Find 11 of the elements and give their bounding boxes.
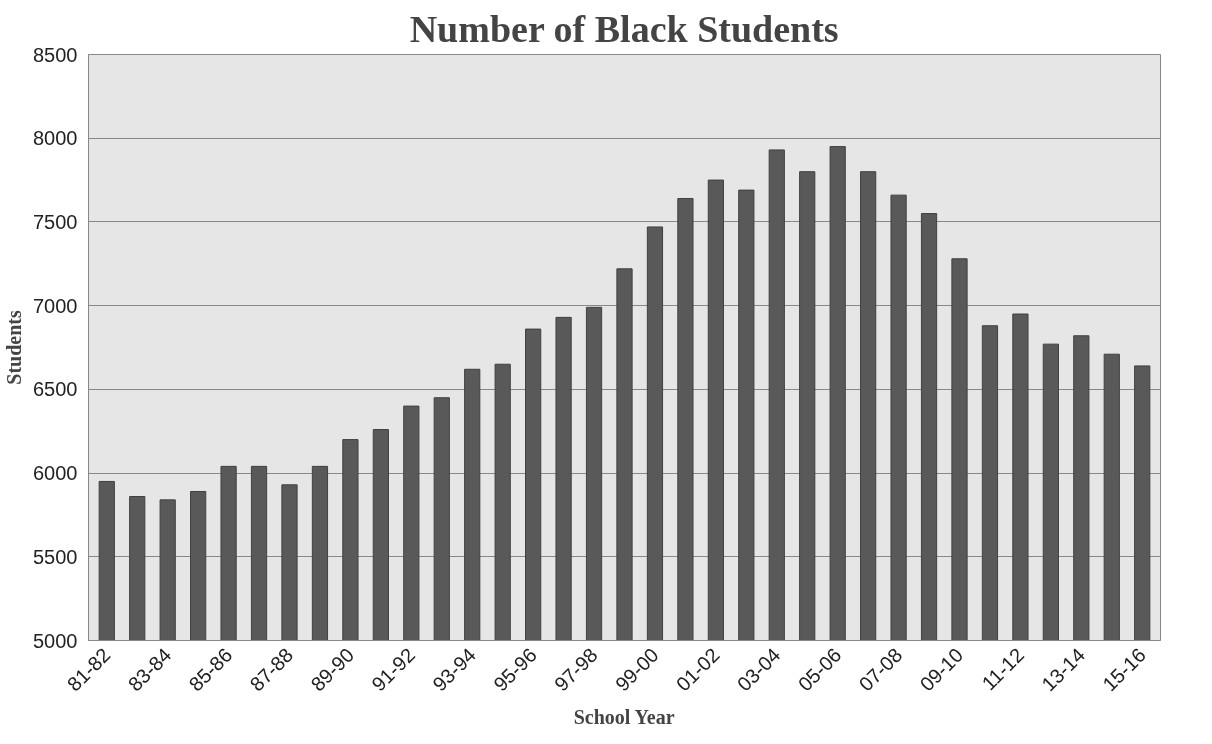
x-axis-title: School Year [573, 705, 675, 728]
y-tick-label: 7000 [33, 294, 78, 317]
y-tick-label: 5000 [33, 629, 78, 652]
chart-title: Number of Black Students [409, 7, 839, 50]
y-tick-label: 6500 [33, 378, 78, 401]
y-tick-label: 6000 [33, 462, 78, 485]
y-tick-label: 8500 [33, 43, 78, 66]
y-axis-title: Students [3, 310, 26, 385]
y-tick-label: 8000 [33, 127, 78, 150]
y-tick-label: 5500 [33, 545, 78, 568]
y-tick-label: 7500 [33, 210, 78, 233]
